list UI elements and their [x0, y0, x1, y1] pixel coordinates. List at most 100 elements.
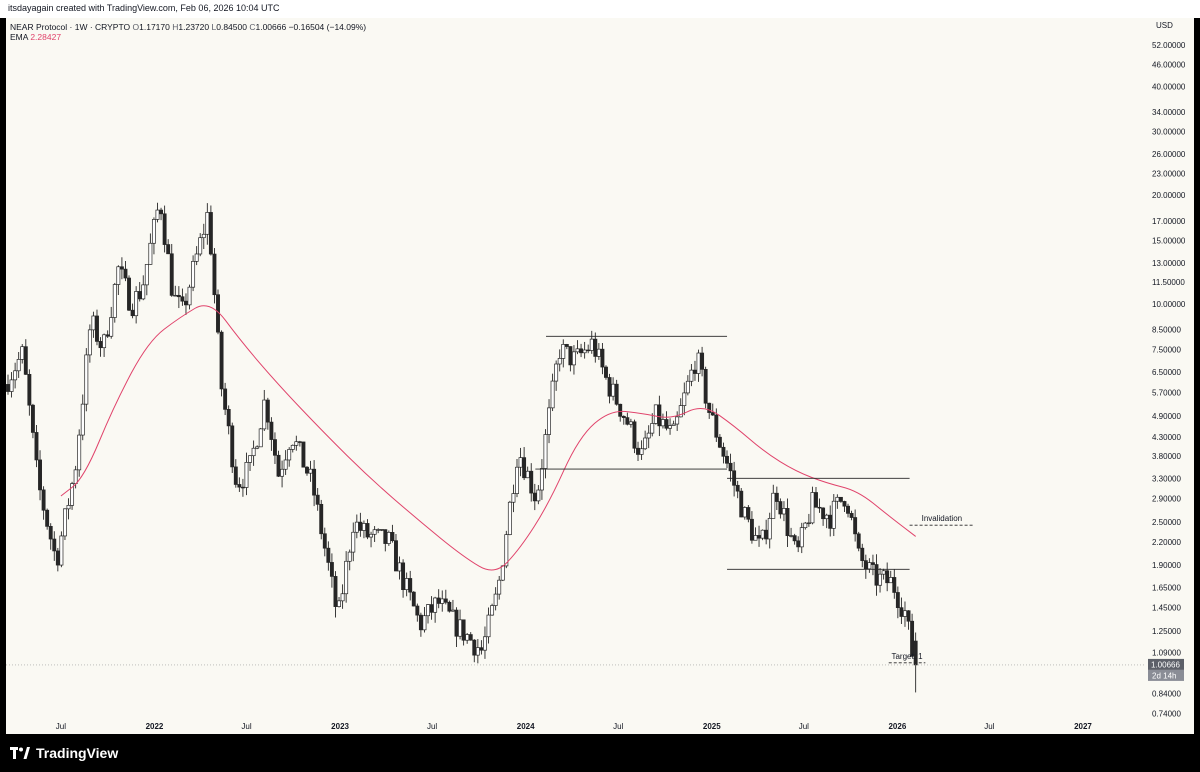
- candle: [643, 430, 648, 451]
- candle: [137, 282, 142, 302]
- candle: [144, 264, 149, 296]
- candle: [6, 374, 10, 395]
- candle: [376, 528, 381, 534]
- candle: [700, 346, 705, 377]
- candle: [774, 486, 779, 511]
- candle: [84, 348, 89, 412]
- x-tick-label: Jul: [241, 722, 251, 731]
- candle: [760, 529, 765, 541]
- high-value: 1.23720: [178, 22, 210, 32]
- candle: [312, 460, 317, 507]
- candle: [878, 568, 883, 593]
- chart-plot[interactable]: Invalidation Target: 1 Jul 2022 Jul 2023 Jul 2…: [6, 18, 1144, 734]
- ema-line: [60, 305, 916, 571]
- candle: [55, 547, 60, 572]
- candles-group: [6, 202, 918, 693]
- y-tick-label: 3.30000: [1152, 474, 1181, 483]
- low-label: L: [211, 22, 217, 32]
- y-tick-label: 0.84000: [1152, 689, 1181, 698]
- candle: [806, 513, 811, 527]
- price-axis[interactable]: USD 52.00000 46.00000 40.00000 34.00000 30.00…: [1144, 18, 1194, 734]
- candle: [440, 590, 445, 612]
- x-tick-label: 2022: [146, 722, 164, 731]
- candle: [771, 484, 776, 519]
- candle: [372, 526, 377, 542]
- candle: [422, 607, 427, 633]
- chart-pane[interactable]: Invalidation Target: 1 Jul 2022 Jul 2023 Jul 2…: [6, 18, 1144, 734]
- candle: [194, 246, 199, 266]
- x-axis: Jul 2022 Jul 2023 Jul 2024 Jul 2025 Jul 2026 Jul 20…: [56, 722, 1093, 731]
- candle: [134, 286, 139, 324]
- candle: [102, 333, 107, 357]
- candle: [418, 612, 423, 637]
- countdown-label: 2d 14h: [1152, 671, 1176, 680]
- candle: [757, 525, 761, 547]
- candle: [703, 366, 708, 409]
- candle: [660, 413, 665, 429]
- y-tick-label: 1.90000: [1152, 561, 1181, 570]
- candle: [696, 349, 701, 382]
- candle: [20, 344, 25, 364]
- candle: [525, 466, 530, 479]
- candle: [625, 412, 630, 426]
- levels-group: Invalidation Target: 1: [6, 335, 1144, 666]
- candle: [41, 486, 46, 520]
- candle: [230, 422, 235, 473]
- current-price-badge: 1.00666 2d 14h: [1148, 658, 1184, 681]
- brand-name: TradingView: [36, 745, 119, 761]
- candle: [632, 419, 637, 454]
- candle: [675, 411, 680, 431]
- candle: [785, 498, 790, 548]
- candle: [518, 447, 523, 477]
- candle: [458, 609, 462, 640]
- candle: [415, 603, 420, 622]
- candle: [646, 425, 651, 449]
- candle: [191, 255, 196, 292]
- candle: [650, 413, 655, 437]
- candle: [265, 397, 270, 430]
- candle: [390, 524, 395, 543]
- candle: [184, 293, 188, 315]
- ema-value: 2.28427: [30, 32, 62, 42]
- y-tick-label: 1.25000: [1152, 627, 1181, 636]
- candle: [116, 265, 121, 295]
- candle: [59, 531, 64, 568]
- candle: [151, 217, 156, 255]
- candle: [212, 248, 217, 304]
- bottom-bar: TradingView: [0, 734, 1200, 772]
- candle: [66, 498, 71, 520]
- candle: [636, 441, 640, 461]
- candle: [604, 365, 608, 380]
- candle: [283, 450, 288, 475]
- y-tick-label: 2.20000: [1152, 538, 1181, 547]
- candle: [903, 601, 907, 627]
- candle: [721, 442, 726, 464]
- candle: [746, 505, 751, 523]
- candle: [732, 461, 737, 497]
- y-tick-label: 46.00000: [1152, 60, 1186, 69]
- x-tick-label: Jul: [56, 722, 66, 731]
- y-tick-label: 23.00000: [1152, 169, 1186, 178]
- candle: [301, 441, 306, 468]
- ohlc-line: NEAR Protocol · 1W · CRYPTO O1.17170 H1.…: [10, 22, 366, 32]
- candle: [725, 450, 729, 469]
- candle: [870, 554, 875, 576]
- candle: [564, 343, 569, 350]
- candle: [778, 498, 783, 519]
- y-tick-label: 34.00000: [1152, 108, 1186, 117]
- candle: [45, 508, 50, 530]
- x-tick-label: 2027: [1074, 722, 1092, 731]
- candle: [568, 346, 573, 372]
- candle: [842, 500, 847, 512]
- brand[interactable]: TradingView: [10, 745, 118, 761]
- candle: [337, 596, 341, 608]
- ema-line: EMA 2.28427: [10, 32, 366, 42]
- candle: [198, 233, 203, 257]
- candle: [860, 543, 865, 568]
- candle: [248, 455, 252, 471]
- candle: [796, 536, 801, 553]
- candle: [354, 514, 359, 539]
- candle: [187, 284, 192, 310]
- candle: [504, 530, 509, 569]
- credit-text: itsdayagain created with TradingView.com…: [8, 3, 280, 13]
